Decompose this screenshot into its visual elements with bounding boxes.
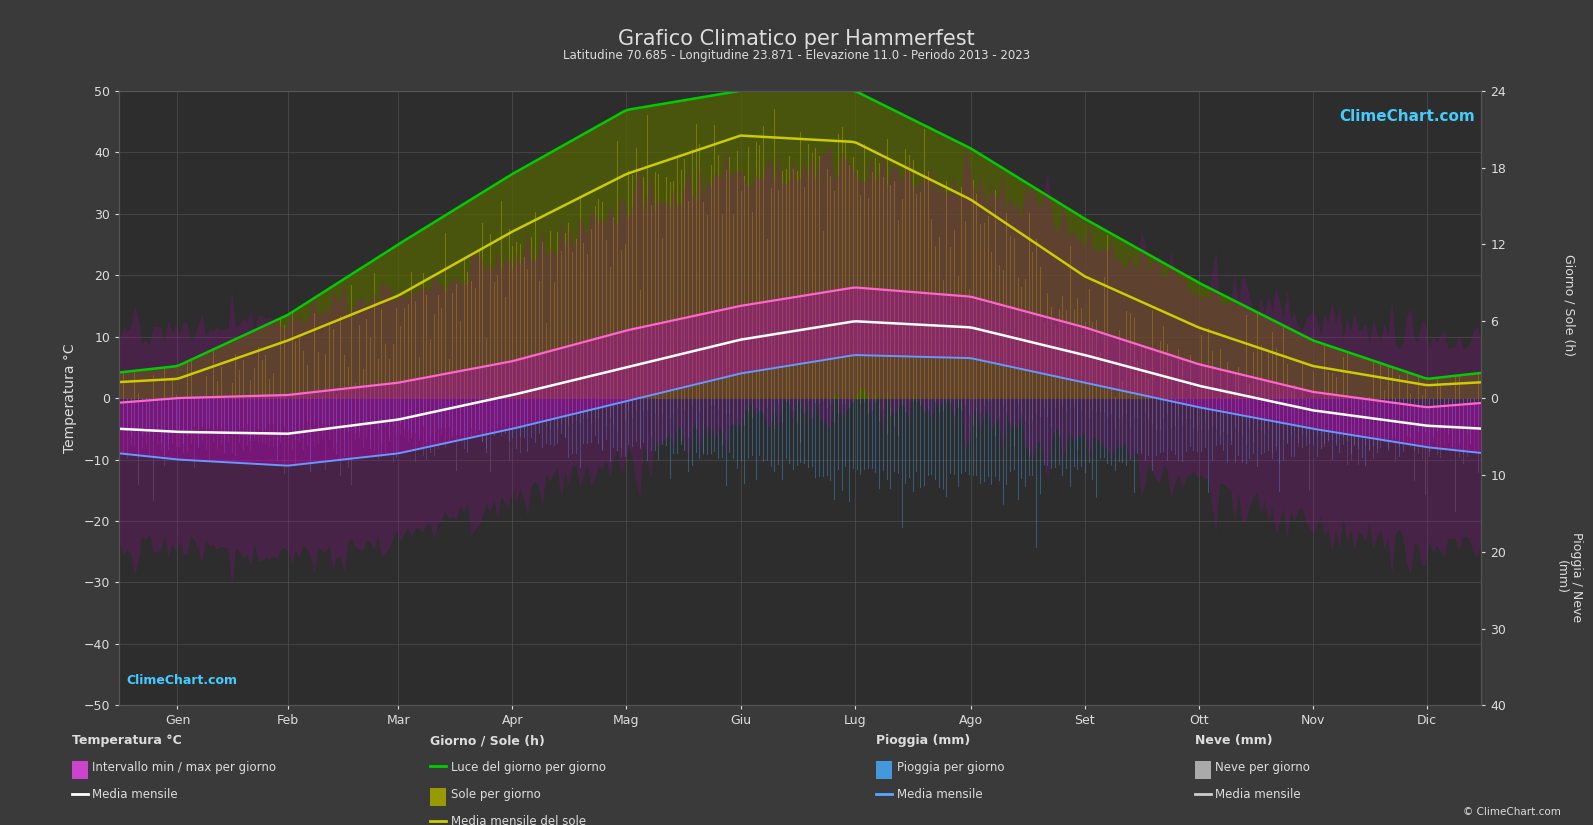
Text: Media mensile: Media mensile xyxy=(92,788,178,801)
Text: © ClimeChart.com: © ClimeChart.com xyxy=(1464,807,1561,817)
Text: Luce del giorno per giorno: Luce del giorno per giorno xyxy=(451,761,605,774)
Text: ClimeChart.com: ClimeChart.com xyxy=(126,674,237,687)
Text: Media mensile: Media mensile xyxy=(1215,788,1301,801)
Text: Media mensile del sole: Media mensile del sole xyxy=(451,815,586,825)
Text: Neve (mm): Neve (mm) xyxy=(1195,734,1273,747)
Text: Giorno / Sole (h): Giorno / Sole (h) xyxy=(430,734,545,747)
Y-axis label: Temperatura °C: Temperatura °C xyxy=(64,343,76,453)
Text: Intervallo min / max per giorno: Intervallo min / max per giorno xyxy=(92,761,277,774)
Text: Pioggia (mm): Pioggia (mm) xyxy=(876,734,970,747)
Text: Temperatura °C: Temperatura °C xyxy=(72,734,182,747)
Text: Media mensile: Media mensile xyxy=(897,788,983,801)
Text: Latitudine 70.685 - Longitudine 23.871 - Elevazione 11.0 - Periodo 2013 - 2023: Latitudine 70.685 - Longitudine 23.871 -… xyxy=(562,50,1031,63)
Text: Sole per giorno: Sole per giorno xyxy=(451,788,540,801)
Text: Neve per giorno: Neve per giorno xyxy=(1215,761,1311,774)
Text: Grafico Climatico per Hammerfest: Grafico Climatico per Hammerfest xyxy=(618,29,975,49)
Text: Giorno / Sole (h): Giorno / Sole (h) xyxy=(1563,254,1575,356)
Text: Pioggia per giorno: Pioggia per giorno xyxy=(897,761,1004,774)
Text: Pioggia / Neve
(mm): Pioggia / Neve (mm) xyxy=(1555,532,1583,623)
Text: ClimeChart.com: ClimeChart.com xyxy=(1340,109,1475,125)
